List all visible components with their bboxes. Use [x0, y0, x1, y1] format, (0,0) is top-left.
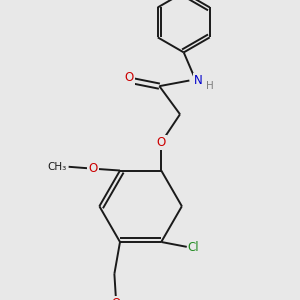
Text: O: O [88, 162, 98, 175]
Text: O: O [112, 297, 121, 300]
Text: O: O [157, 136, 166, 149]
Text: O: O [125, 71, 134, 84]
Text: H: H [206, 81, 214, 91]
Text: Cl: Cl [188, 241, 199, 254]
Text: N: N [194, 74, 203, 87]
Text: CH₃: CH₃ [47, 162, 67, 172]
